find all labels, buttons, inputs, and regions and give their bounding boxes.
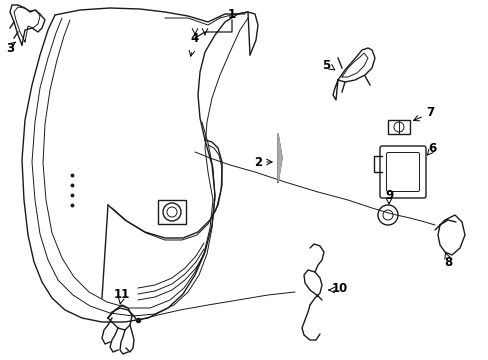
Text: 7: 7	[425, 105, 433, 118]
Text: 6: 6	[427, 141, 435, 154]
Text: 11: 11	[114, 288, 130, 302]
Polygon shape	[278, 134, 282, 182]
Text: 4: 4	[190, 32, 199, 45]
Text: 10: 10	[331, 282, 347, 294]
Text: 1: 1	[227, 8, 236, 21]
Text: 5: 5	[321, 59, 329, 72]
Text: 9: 9	[385, 189, 393, 202]
Bar	[158, 200, 185, 224]
Text: 2: 2	[253, 156, 262, 168]
Text: 3: 3	[6, 41, 14, 54]
Bar	[387, 120, 409, 134]
Text: 8: 8	[443, 256, 451, 269]
